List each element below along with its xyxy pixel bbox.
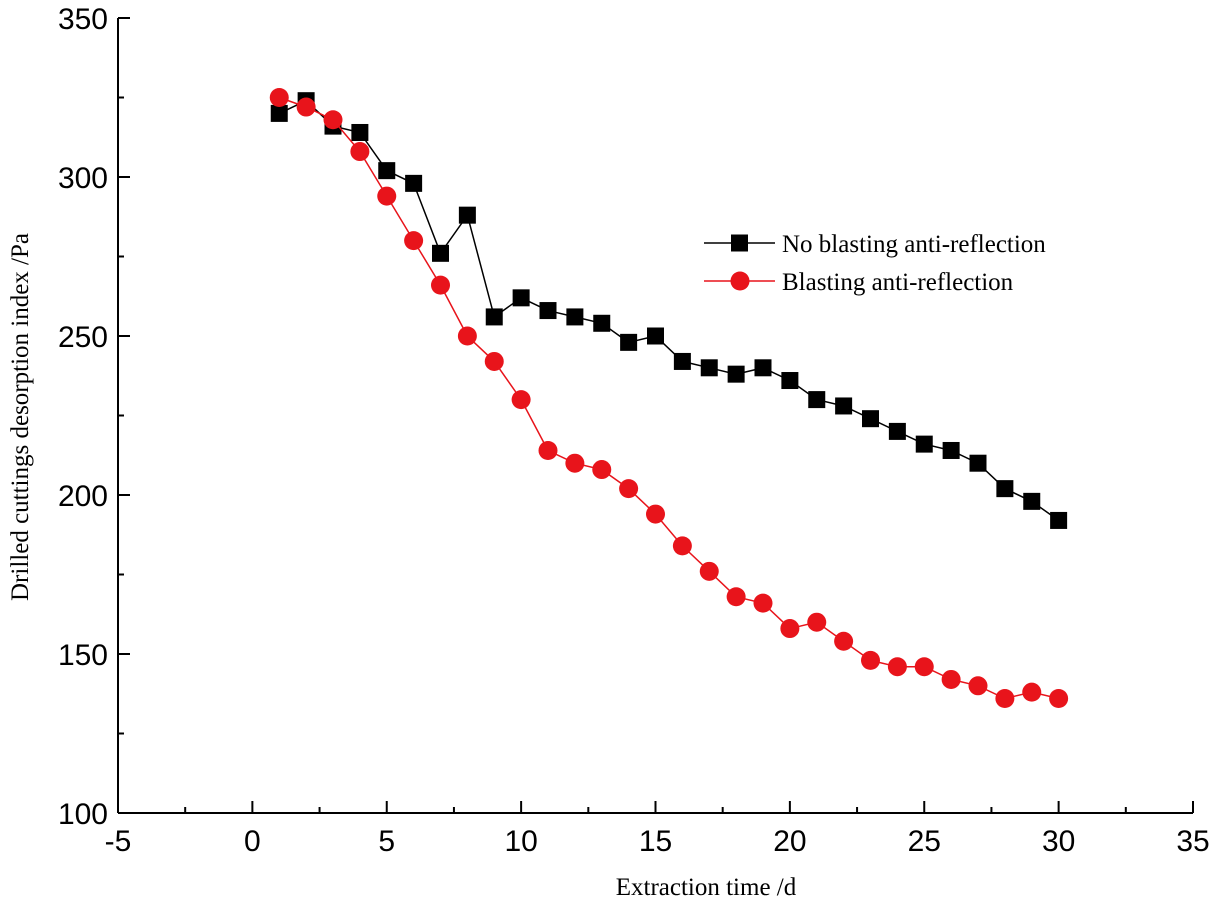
data-point-circle — [753, 593, 773, 613]
data-point-square — [566, 308, 584, 326]
data-point-square — [942, 441, 960, 459]
series-line — [278, 99, 1060, 522]
data-point-circle — [699, 561, 719, 581]
y-tick-label: 200 — [58, 480, 108, 513]
data-point-circle — [780, 619, 800, 639]
data-point-circle — [914, 657, 934, 677]
data-point-circle — [538, 440, 558, 460]
data-point-circle — [404, 231, 424, 251]
x-tick-label: 25 — [908, 825, 941, 858]
data-point-circle — [887, 657, 907, 677]
data-point-square — [754, 359, 772, 377]
data-point-square — [888, 422, 906, 440]
data-point-square — [593, 314, 611, 332]
data-point-circle — [431, 275, 450, 295]
data-point-square — [512, 289, 530, 307]
data-point-circle — [350, 142, 370, 162]
data-point-circle — [484, 351, 504, 371]
data-point-circle — [995, 689, 1015, 709]
data-point-circle — [968, 676, 988, 696]
data-point-square — [485, 308, 503, 326]
data-point-square — [835, 397, 853, 415]
series-2 — [269, 88, 1069, 709]
x-tick-label: 5 — [378, 825, 395, 858]
data-point-square — [808, 391, 826, 409]
data-point-circle — [672, 536, 692, 556]
data-point-circle — [619, 479, 639, 499]
data-point-circle — [565, 453, 585, 473]
data-point-square — [727, 365, 745, 383]
legend-marker-circle — [730, 271, 750, 291]
y-tick-label: 150 — [58, 639, 108, 672]
data-point-circle — [941, 669, 961, 689]
data-point-square — [781, 372, 799, 390]
data-point-circle — [1049, 689, 1069, 709]
data-point-square — [915, 435, 933, 453]
data-point-square — [969, 454, 987, 472]
series-layer — [269, 88, 1069, 709]
legend-label: No blasting anti-reflection — [782, 231, 1046, 258]
data-point-square — [432, 244, 449, 262]
y-tick-label: 100 — [58, 798, 108, 831]
data-point-circle — [646, 504, 665, 524]
data-point-square — [673, 352, 691, 370]
data-point-circle — [377, 186, 397, 206]
legend-label: Blasting anti-reflection — [782, 269, 1014, 296]
legend: No blasting anti-reflection Blasting anti… — [704, 231, 1046, 296]
data-point-circle — [511, 390, 531, 410]
data-point-square — [270, 104, 288, 122]
x-tick-label: 10 — [504, 825, 537, 858]
y-tick-label: 350 — [58, 3, 108, 36]
data-point-square — [1023, 492, 1041, 510]
data-point-square — [996, 480, 1014, 498]
series-1 — [270, 92, 1068, 529]
legend-marker-square — [731, 234, 748, 252]
data-point-circle — [861, 650, 880, 670]
data-point-circle — [834, 631, 854, 651]
data-point-square — [862, 410, 879, 428]
data-point-square — [378, 162, 396, 180]
x-tick-label: 0 — [244, 825, 261, 858]
data-point-circle — [323, 110, 343, 130]
data-point-square — [1050, 511, 1068, 529]
data-point-square — [539, 302, 557, 320]
data-point-circle — [296, 97, 316, 117]
data-point-circle — [457, 326, 477, 346]
x-tick-label: -5 — [105, 825, 132, 858]
x-axis-title: Extraction time /d — [616, 874, 797, 901]
data-point-circle — [726, 587, 746, 607]
y-axis-title: Drilled cuttings desorption index /Pa — [7, 233, 34, 601]
y-tick-label: 300 — [58, 162, 108, 195]
data-point-square — [700, 359, 718, 377]
x-tick-label: 15 — [639, 825, 672, 858]
data-point-circle — [592, 460, 612, 480]
x-tick-label: 30 — [1042, 825, 1075, 858]
y-tick-label: 250 — [58, 321, 108, 354]
data-point-square — [647, 327, 664, 345]
data-point-circle — [269, 88, 289, 107]
x-tick-label: 20 — [773, 825, 806, 858]
axes: -5 0 5 10 15 20 25 30 35 100 150 200 250 300 350 — [58, 3, 1210, 858]
data-point-square — [458, 206, 476, 224]
data-point-square — [620, 333, 638, 351]
data-point-square — [405, 174, 423, 192]
data-point-circle — [1022, 682, 1042, 702]
data-point-circle — [807, 612, 827, 632]
x-tick-label: 35 — [1176, 825, 1209, 858]
data-point-square — [351, 123, 369, 141]
series-line — [279, 96, 1059, 700]
